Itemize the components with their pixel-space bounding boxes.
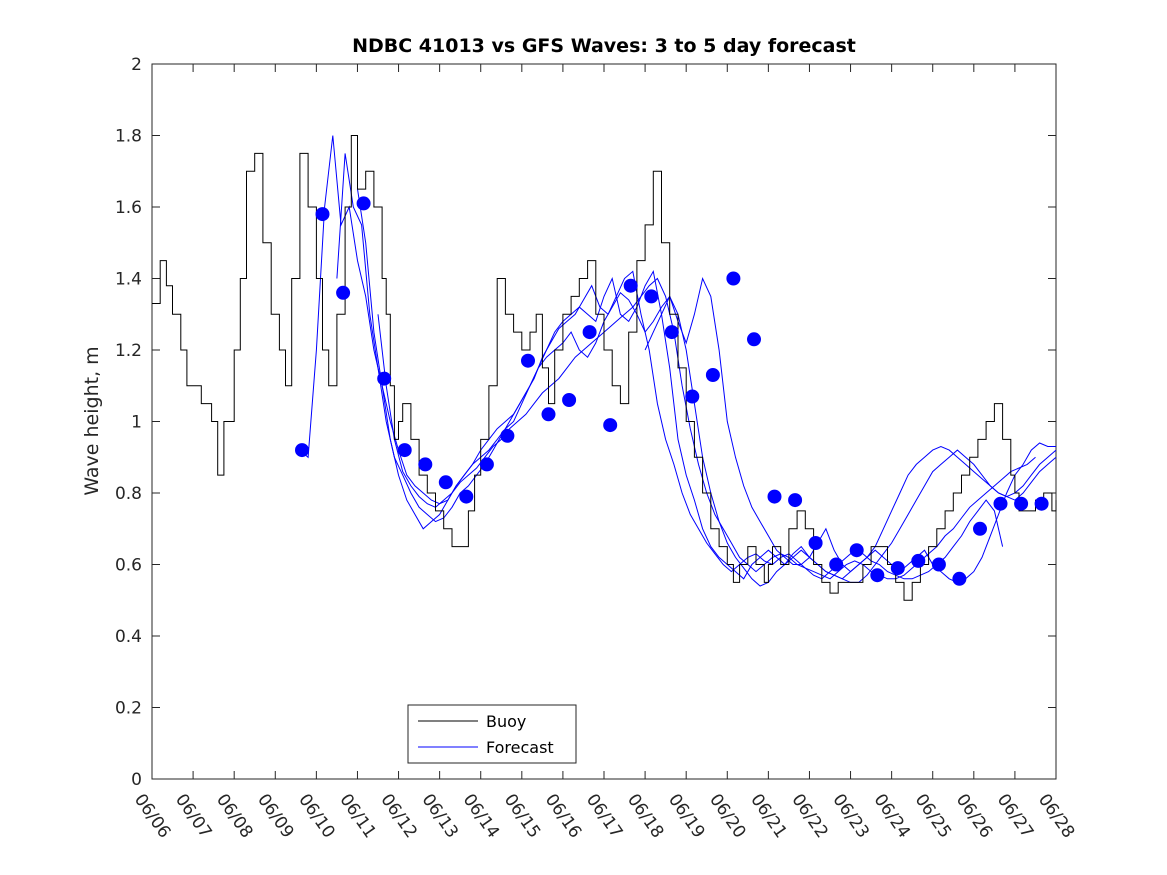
y-tick-label: 0 xyxy=(131,770,142,790)
forecast-point xyxy=(644,289,659,304)
x-tick-label: 06/21 xyxy=(746,790,790,842)
forecast-point xyxy=(562,393,577,407)
y-tick-label: 1.4 xyxy=(115,270,142,290)
y-tick-label: 0.2 xyxy=(115,699,142,719)
x-tick-label: 06/20 xyxy=(705,790,749,842)
forecast-point xyxy=(541,407,556,422)
legend-box xyxy=(407,704,577,764)
forecast-point xyxy=(356,196,371,211)
y-tick-label: 0.4 xyxy=(115,627,142,647)
forecast-point xyxy=(295,443,309,458)
forecast-point xyxy=(603,418,618,433)
forecast-point xyxy=(582,325,597,340)
x-tick-label: 06/07 xyxy=(171,790,215,842)
x-tick-label: 06/06 xyxy=(130,790,174,842)
forecast-point xyxy=(973,521,987,536)
forecast-point xyxy=(479,457,494,472)
legend: Buoy Forecast xyxy=(407,704,577,764)
buoy-line xyxy=(152,135,1057,601)
x-tick-label: 06/09 xyxy=(253,790,297,842)
forecast-point xyxy=(870,568,885,583)
forecast-point xyxy=(1034,496,1049,511)
forecast-point xyxy=(336,285,351,300)
x-tick-label: 06/14 xyxy=(459,790,503,842)
legend-label-buoy: Buoy xyxy=(486,712,526,731)
x-tick-label: 06/28 xyxy=(1034,790,1078,842)
y-tick-label: 0.6 xyxy=(115,556,142,576)
x-tick-label: 06/16 xyxy=(541,790,585,842)
forecast-point xyxy=(849,543,864,558)
forecast-point xyxy=(623,278,638,293)
plot-area xyxy=(151,63,1057,780)
x-tick-label: 06/15 xyxy=(500,790,544,842)
forecast-run-3 xyxy=(357,189,1057,587)
buoy-series xyxy=(152,135,1057,601)
y-axis-label: Wave height, m xyxy=(81,346,103,495)
forecast-point xyxy=(788,493,803,508)
y-tick-label: 1.2 xyxy=(115,341,142,361)
y-tick-label: 1 xyxy=(131,413,142,433)
forecast-point xyxy=(952,571,967,586)
x-tick-label: 06/19 xyxy=(664,790,708,842)
x-tick-label: 06/11 xyxy=(335,790,379,842)
forecast-run-lines xyxy=(299,135,1057,587)
y-tick-label: 1.6 xyxy=(115,198,142,218)
forecast-point xyxy=(438,475,453,490)
forecast-point xyxy=(377,371,392,386)
chart-title: NDBC 41013 vs GFS Waves: 3 to 5 day fore… xyxy=(352,35,856,57)
forecast-point xyxy=(664,325,679,340)
forecast-point xyxy=(931,557,946,572)
forecast-point xyxy=(747,332,761,347)
y-tick-label: 2 xyxy=(131,55,142,75)
forecast-run-5 xyxy=(644,276,1056,583)
forecast-point xyxy=(521,353,535,368)
x-tick-label: 06/22 xyxy=(787,790,831,842)
forecast-point xyxy=(993,496,1008,511)
y-axis: 0 0.2 0.4 0.6 0.8 1 1.2 1.4 1.6 1.8 2 xyxy=(115,55,1056,790)
x-tick-label: 06/10 xyxy=(294,790,338,842)
forecast-point xyxy=(705,368,720,382)
x-tick-label: 06/12 xyxy=(376,790,420,842)
forecast-point xyxy=(726,271,741,286)
x-tick-label: 06/24 xyxy=(870,790,914,842)
forecast-point xyxy=(1014,496,1029,511)
x-tick-label: 06/17 xyxy=(582,790,626,842)
forecast-point xyxy=(890,561,905,576)
forecast-point xyxy=(459,489,474,504)
forecast-point xyxy=(911,553,926,568)
x-tick-label: 06/25 xyxy=(911,790,955,842)
x-tick-label: 06/08 xyxy=(212,790,256,842)
x-tick-label: 06/26 xyxy=(952,790,996,842)
forecast-markers xyxy=(295,196,1049,586)
y-tick-label: 1.8 xyxy=(115,127,142,147)
forecast-run-1 xyxy=(299,135,1057,580)
x-tick-label: 06/27 xyxy=(993,790,1037,842)
forecast-run-2 xyxy=(336,153,1004,580)
x-tick-label: 06/18 xyxy=(623,790,667,842)
y-tick-label: 0.8 xyxy=(115,484,142,504)
forecast-point xyxy=(315,207,330,222)
x-tick-label: 06/13 xyxy=(418,790,462,842)
forecast-point xyxy=(808,536,823,550)
legend-label-forecast: Forecast xyxy=(486,738,554,757)
x-tick-label: 06/23 xyxy=(828,790,872,842)
forecast-point xyxy=(397,443,412,458)
forecast-point xyxy=(767,489,782,504)
forecast-point xyxy=(418,457,433,472)
forecast-point xyxy=(500,428,515,443)
forecast-point xyxy=(829,557,844,572)
forecast-point xyxy=(685,389,700,404)
